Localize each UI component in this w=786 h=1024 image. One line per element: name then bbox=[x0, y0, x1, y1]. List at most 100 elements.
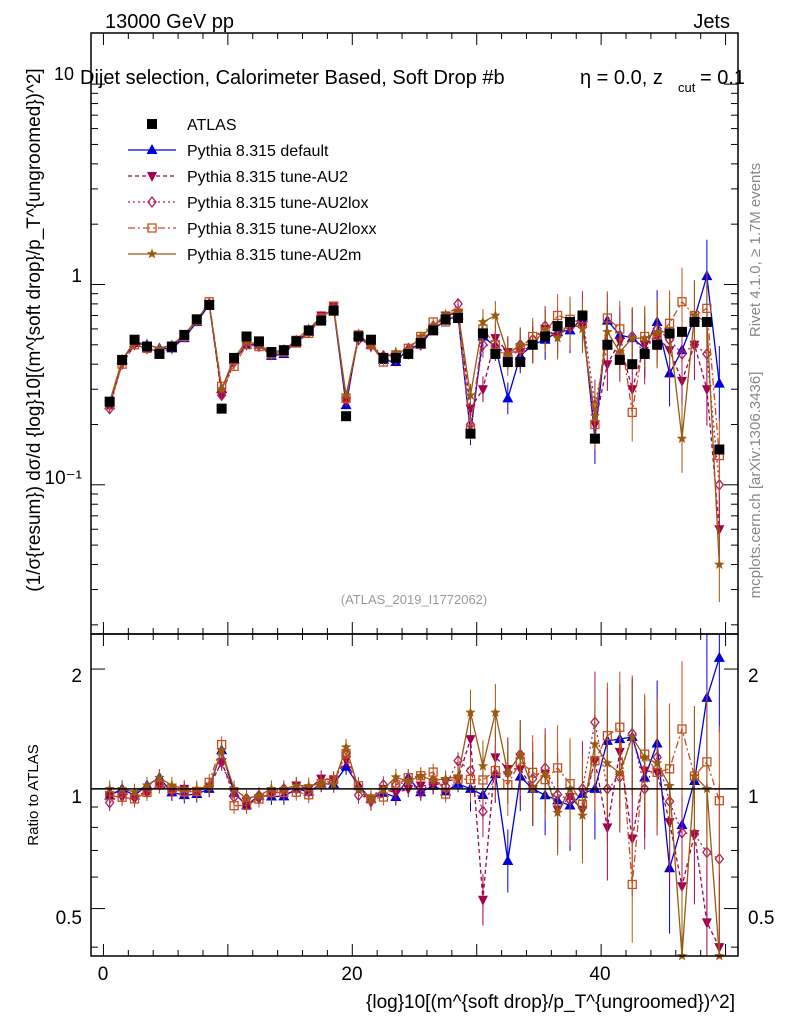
series-5-point bbox=[154, 342, 165, 353]
series-2-ratio-line bbox=[109, 738, 720, 948]
series-3-point bbox=[478, 338, 488, 351]
atlas-point bbox=[166, 341, 177, 352]
axis-ticks bbox=[91, 33, 738, 956]
series-5-point bbox=[589, 410, 601, 421]
series-5-ratio-point bbox=[689, 770, 700, 781]
atlas-point bbox=[589, 433, 600, 444]
series-5-point bbox=[639, 332, 650, 343]
atlas-point bbox=[117, 354, 128, 365]
series-5-point bbox=[627, 332, 638, 343]
y-tick-label-0p1: 10⁻¹ bbox=[45, 468, 83, 489]
series-3-line bbox=[109, 302, 720, 485]
series-5-ratio-point bbox=[340, 741, 352, 752]
atlas-data bbox=[104, 299, 725, 455]
legend-item-1: Pythia 8.315 default bbox=[128, 143, 329, 160]
atlas-point bbox=[577, 310, 588, 321]
series-5-ratio-point bbox=[129, 786, 140, 797]
series-4-ratio-point bbox=[490, 765, 501, 776]
series-2-ratio-point bbox=[477, 895, 488, 906]
series-3-point bbox=[216, 389, 227, 402]
ratio-tick-label-2-right: 2 bbox=[748, 666, 759, 687]
series-3-point bbox=[702, 347, 712, 360]
series-5-ratio-point bbox=[253, 790, 265, 800]
series-5-ratio-point bbox=[141, 779, 153, 790]
atlas-point bbox=[453, 313, 464, 324]
atlas-point bbox=[154, 348, 165, 359]
series-5-ratio-point bbox=[552, 807, 563, 818]
series-3-point bbox=[677, 347, 687, 360]
analysis-watermark: (ATLAS_2019_I1772062) bbox=[341, 592, 487, 607]
series-5-ratio-point bbox=[452, 771, 464, 781]
series-4-ratio-point bbox=[229, 801, 239, 811]
atlas-point bbox=[502, 357, 513, 368]
atlas-point bbox=[714, 444, 725, 455]
series-5-ratio-point bbox=[291, 780, 302, 790]
ratio-tick-label-1-left: 1 bbox=[71, 787, 82, 808]
series-5-point bbox=[552, 332, 563, 343]
legend-marker bbox=[146, 248, 158, 259]
atlas-point bbox=[390, 352, 401, 363]
series-4-ratio bbox=[105, 661, 724, 943]
series-5-ratio-point bbox=[627, 731, 638, 742]
atlas-point bbox=[403, 348, 414, 359]
atlas-point bbox=[652, 339, 663, 350]
series-1-ratio-point bbox=[502, 854, 514, 865]
selection-label: Dijet selection, Calorimeter Based, Soft… bbox=[80, 67, 505, 89]
atlas-point bbox=[253, 336, 264, 347]
atlas-point bbox=[278, 345, 289, 356]
series-3-ratio-point bbox=[478, 805, 488, 818]
series-3-ratio-point bbox=[104, 796, 115, 809]
atlas-point bbox=[664, 328, 675, 339]
y-axis-label-ratio: Ratio to ATLAS bbox=[25, 744, 42, 845]
series-5-ratio-point bbox=[403, 775, 414, 786]
legend-marker bbox=[147, 195, 157, 209]
series-5-point bbox=[539, 323, 551, 334]
atlas-point bbox=[627, 359, 638, 370]
main-panel-data bbox=[104, 239, 725, 603]
legend-item-4: Pythia 8.315 tune-AU2loxx bbox=[128, 221, 376, 238]
atlas-point bbox=[677, 326, 688, 337]
zcut-subscript: cut bbox=[678, 80, 696, 95]
series-4-point bbox=[627, 407, 637, 417]
series-5-ratio-point bbox=[477, 760, 489, 771]
atlas-point bbox=[515, 357, 526, 368]
series-2-point bbox=[477, 385, 488, 396]
atlas-point bbox=[540, 331, 551, 342]
series-3-point bbox=[341, 392, 351, 405]
atlas-point bbox=[291, 336, 302, 347]
series-3-ratio bbox=[104, 671, 725, 934]
atlas-point bbox=[378, 352, 389, 363]
atlas-point bbox=[440, 314, 451, 325]
atlas-point bbox=[365, 334, 376, 345]
series-5-point bbox=[714, 559, 725, 569]
ratio-tick-label-1-right: 1 bbox=[748, 787, 759, 808]
legend-marker bbox=[146, 144, 158, 154]
series-3-ratio-point bbox=[677, 826, 687, 839]
series-1-point bbox=[502, 392, 514, 403]
series-5-ratio-point bbox=[515, 749, 526, 759]
series-1-point bbox=[713, 377, 725, 388]
series-5-ratio-point bbox=[490, 707, 501, 717]
series-5-point bbox=[477, 316, 489, 327]
x-tick-label-40: 40 bbox=[589, 964, 610, 985]
series-5-ratio-point bbox=[316, 778, 327, 789]
series-5-ratio-point bbox=[216, 744, 227, 755]
legend-marker bbox=[147, 119, 157, 129]
series-2-ratio-point bbox=[465, 735, 476, 746]
atlas-point bbox=[303, 325, 314, 336]
atlas-point bbox=[104, 396, 115, 407]
ratio-tick-label-0p5-right: 0.5 bbox=[748, 908, 774, 929]
series-1-ratio-point bbox=[713, 651, 725, 662]
atlas-point bbox=[477, 328, 488, 339]
atlas-point bbox=[328, 305, 339, 316]
legend-label: Pythia 8.315 tune-AU2m bbox=[187, 247, 361, 264]
atlas-point bbox=[490, 348, 501, 359]
atlas-point bbox=[552, 321, 563, 332]
legend-marker bbox=[147, 172, 157, 182]
atlas-point bbox=[204, 299, 215, 310]
zcut-value: = 0.1 bbox=[700, 67, 745, 89]
series-4-ratio-point bbox=[440, 789, 451, 799]
legend-label: Pythia 8.315 tune-AU2 bbox=[187, 169, 348, 186]
atlas-point bbox=[415, 338, 426, 349]
